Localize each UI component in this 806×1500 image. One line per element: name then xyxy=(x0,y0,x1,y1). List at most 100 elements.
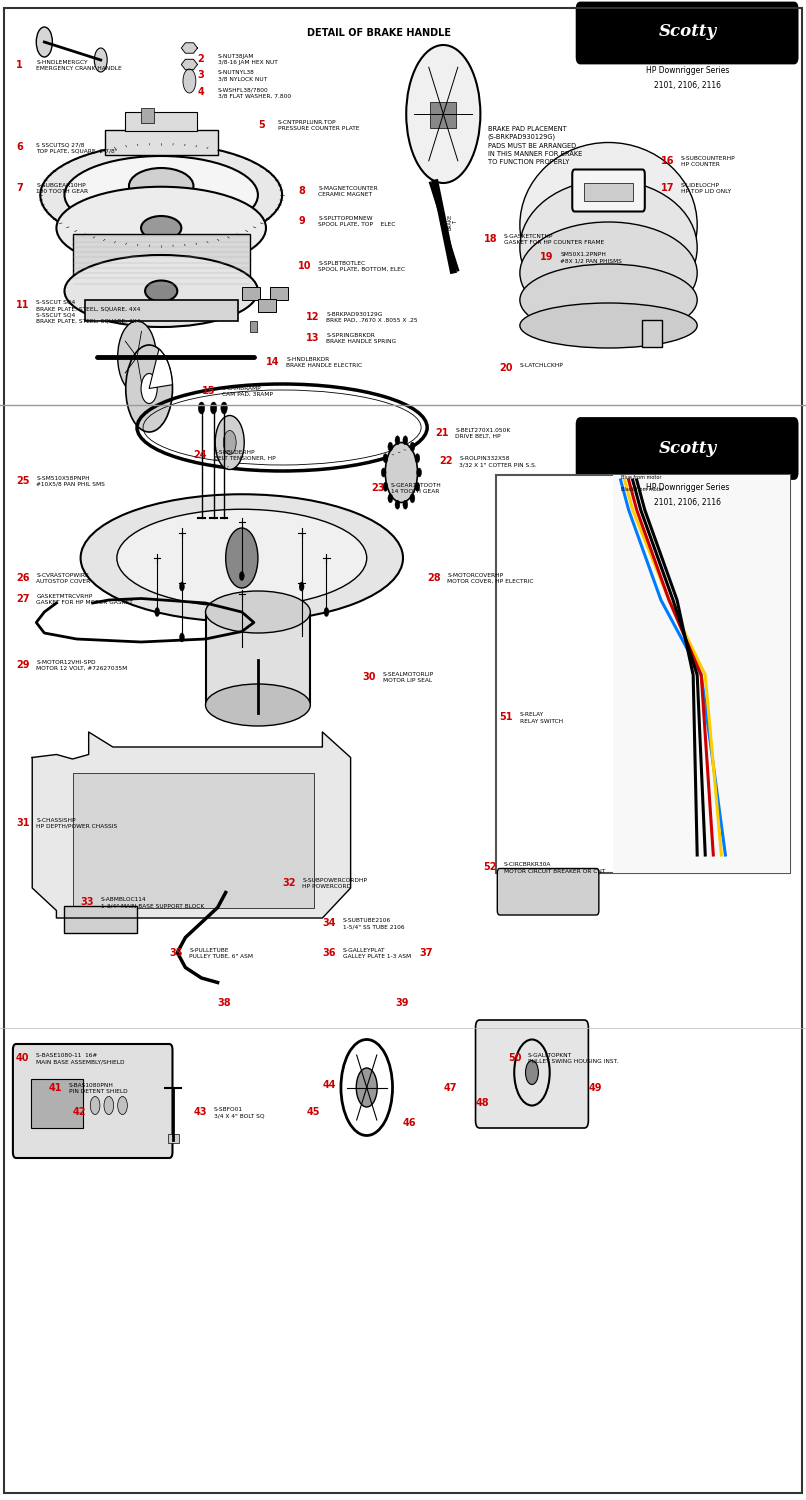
Text: 14: 14 xyxy=(266,357,280,368)
Text: 10: 10 xyxy=(298,261,312,272)
Circle shape xyxy=(141,374,157,404)
Text: 48: 48 xyxy=(476,1098,489,1108)
Text: 27: 27 xyxy=(16,594,30,604)
Text: 2101, 2106, 2116: 2101, 2106, 2116 xyxy=(654,498,721,507)
Text: S-ABMBLOC114
1-3/4" MAIN BASE SUPPORT BLOCK: S-ABMBLOC114 1-3/4" MAIN BASE SUPPORT BL… xyxy=(101,897,204,908)
Text: 52: 52 xyxy=(484,862,497,873)
Text: 4: 4 xyxy=(197,87,204,98)
Text: 44: 44 xyxy=(322,1080,336,1090)
Text: 20: 20 xyxy=(500,363,513,374)
Circle shape xyxy=(383,453,388,462)
Text: 15: 15 xyxy=(202,386,215,396)
Text: S-LATCHLCKHP: S-LATCHLCKHP xyxy=(520,363,563,368)
Text: 37: 37 xyxy=(419,948,433,958)
Text: 36: 36 xyxy=(322,948,336,958)
Text: S-GALLEYPLAT
GALLEY PLATE 1-3 ASM: S-GALLEYPLAT GALLEY PLATE 1-3 ASM xyxy=(343,948,411,958)
Text: S-SPRINGBRKDR
BRAKE HANDLE SPRING: S-SPRINGBRKDR BRAKE HANDLE SPRING xyxy=(326,333,397,344)
Ellipse shape xyxy=(145,280,177,302)
Circle shape xyxy=(126,345,172,432)
Bar xyxy=(613,476,790,873)
Text: HP Downrigger Series: HP Downrigger Series xyxy=(646,483,729,492)
Text: S-HNDLBRKDR
BRAKE HANDLE ELECTRIC: S-HNDLBRKDR BRAKE HANDLE ELECTRIC xyxy=(286,357,362,368)
Text: S-SUBCOUNTERHP
HP COUNTER: S-SUBCOUNTERHP HP COUNTER xyxy=(681,156,736,166)
Text: S-SUBPOWERCORDHP
HP POWERCORD: S-SUBPOWERCORDHP HP POWERCORD xyxy=(302,878,368,888)
Text: S-NUT38JAM
3/8-16 JAM HEX NUT: S-NUT38JAM 3/8-16 JAM HEX NUT xyxy=(218,54,277,64)
Text: HP Downrigger Series: HP Downrigger Series xyxy=(646,66,729,75)
Circle shape xyxy=(385,442,418,503)
Text: 29: 29 xyxy=(16,660,30,670)
Circle shape xyxy=(415,453,420,462)
Text: S-PULLETUBE
PULLEY TUBE, 6" ASM: S-PULLETUBE PULLEY TUBE, 6" ASM xyxy=(189,948,253,958)
Text: S-SUBTUBE2106
1-5/4" SS TUBE 2106: S-SUBTUBE2106 1-5/4" SS TUBE 2106 xyxy=(343,918,404,928)
Text: 11: 11 xyxy=(16,300,30,310)
Text: S-CAMBRAMP
CAM PAD, 3RAMP: S-CAMBRAMP CAM PAD, 3RAMP xyxy=(222,386,272,396)
Text: S-ROLPIN332X58
3/32 X 1" COTTER PIN S.S.: S-ROLPIN332X58 3/32 X 1" COTTER PIN S.S. xyxy=(459,456,537,466)
Text: 12: 12 xyxy=(306,312,320,322)
Bar xyxy=(242,286,260,300)
Bar xyxy=(31,1078,83,1128)
Text: S-SBFO01
3/4 X 4" BOLT SQ: S-SBFO01 3/4 X 4" BOLT SQ xyxy=(214,1107,264,1118)
Circle shape xyxy=(118,1096,127,1114)
Text: 42: 42 xyxy=(73,1107,86,1118)
Text: 30: 30 xyxy=(363,672,376,682)
Bar xyxy=(496,476,790,873)
Text: S-BASE1080-11  16#
MAIN BASE ASSEMBLY/SHIELD: S-BASE1080-11 16# MAIN BASE ASSEMBLY/SHI… xyxy=(36,1053,125,1064)
Ellipse shape xyxy=(40,144,282,246)
Circle shape xyxy=(395,436,400,445)
Bar xyxy=(270,286,288,300)
Text: S-CNTPRPLUNR.TOP
PRESSURE COUNTER PLATE: S-CNTPRPLUNR.TOP PRESSURE COUNTER PLATE xyxy=(278,120,359,130)
Text: 5: 5 xyxy=(258,120,264,130)
Ellipse shape xyxy=(520,303,697,348)
Circle shape xyxy=(221,402,227,414)
Text: S-CIRCBRKR30A
MOTOR CIRCUIT BREAKER OR CNT: S-CIRCBRKR30A MOTOR CIRCUIT BREAKER OR C… xyxy=(504,862,605,873)
Text: 7: 7 xyxy=(16,183,23,194)
Bar xyxy=(141,108,154,123)
Text: S-BELT270X1.050K
DRIVE BELT, HP: S-BELT270X1.050K DRIVE BELT, HP xyxy=(455,427,511,438)
Circle shape xyxy=(239,644,244,652)
Circle shape xyxy=(90,1096,100,1114)
Circle shape xyxy=(94,48,107,72)
FancyBboxPatch shape xyxy=(577,3,797,63)
Text: 45: 45 xyxy=(306,1107,320,1118)
Text: S-GEAR14TOOTH
14 TOOTH GEAR: S-GEAR14TOOTH 14 TOOTH GEAR xyxy=(391,483,442,494)
Circle shape xyxy=(226,528,258,588)
Text: 2101, 2106, 2116: 2101, 2106, 2116 xyxy=(654,81,721,90)
Ellipse shape xyxy=(206,684,310,726)
Bar xyxy=(168,1134,179,1143)
Circle shape xyxy=(104,1096,114,1114)
Text: 28: 28 xyxy=(427,573,441,584)
Circle shape xyxy=(239,572,244,580)
Circle shape xyxy=(118,321,156,393)
Text: 26: 26 xyxy=(16,573,30,584)
Circle shape xyxy=(215,416,244,470)
Bar xyxy=(73,234,250,288)
FancyBboxPatch shape xyxy=(572,170,645,211)
Ellipse shape xyxy=(56,188,266,270)
Circle shape xyxy=(210,402,217,414)
Circle shape xyxy=(526,1060,538,1084)
Circle shape xyxy=(36,27,52,57)
Text: 22: 22 xyxy=(439,456,453,466)
Circle shape xyxy=(198,402,205,414)
Wedge shape xyxy=(149,350,172,388)
Text: S-MAGNETCOUNTER
CERAMIC MAGNET: S-MAGNETCOUNTER CERAMIC MAGNET xyxy=(318,186,378,196)
Circle shape xyxy=(299,633,304,642)
Text: S-SPLBTBOTLEC
SPOOL PLATE, BOTTOM, ELEC: S-SPLBTBOTLEC SPOOL PLATE, BOTTOM, ELEC xyxy=(318,261,405,272)
Text: S-SUBGEAR10HP
100 TOOTH GEAR: S-SUBGEAR10HP 100 TOOTH GEAR xyxy=(36,183,89,194)
Bar xyxy=(430,102,456,128)
Circle shape xyxy=(381,468,386,477)
Text: 47: 47 xyxy=(443,1083,457,1094)
Text: 46: 46 xyxy=(403,1118,417,1128)
Bar xyxy=(584,183,633,201)
Text: 40: 40 xyxy=(16,1053,30,1064)
Text: S-HNDLEMERGCY
EMERGENCY CRANK HANDLE: S-HNDLEMERGCY EMERGENCY CRANK HANDLE xyxy=(36,60,122,70)
FancyBboxPatch shape xyxy=(13,1044,172,1158)
Text: S-NUTNYL38
3/8 NYLOCK NUT: S-NUTNYL38 3/8 NYLOCK NUT xyxy=(218,70,267,81)
Text: 32: 32 xyxy=(282,878,296,888)
Circle shape xyxy=(406,45,480,183)
Ellipse shape xyxy=(141,216,181,240)
Text: S-LIDELOCHP
HP TOP LID ONLY: S-LIDELOCHP HP TOP LID ONLY xyxy=(681,183,731,194)
Text: S-MOTORCOVERHP
MOTOR COVER, HP ELECTRIC: S-MOTORCOVERHP MOTOR COVER, HP ELECTRIC xyxy=(447,573,534,584)
Text: 2: 2 xyxy=(197,54,204,64)
Bar xyxy=(64,906,137,933)
